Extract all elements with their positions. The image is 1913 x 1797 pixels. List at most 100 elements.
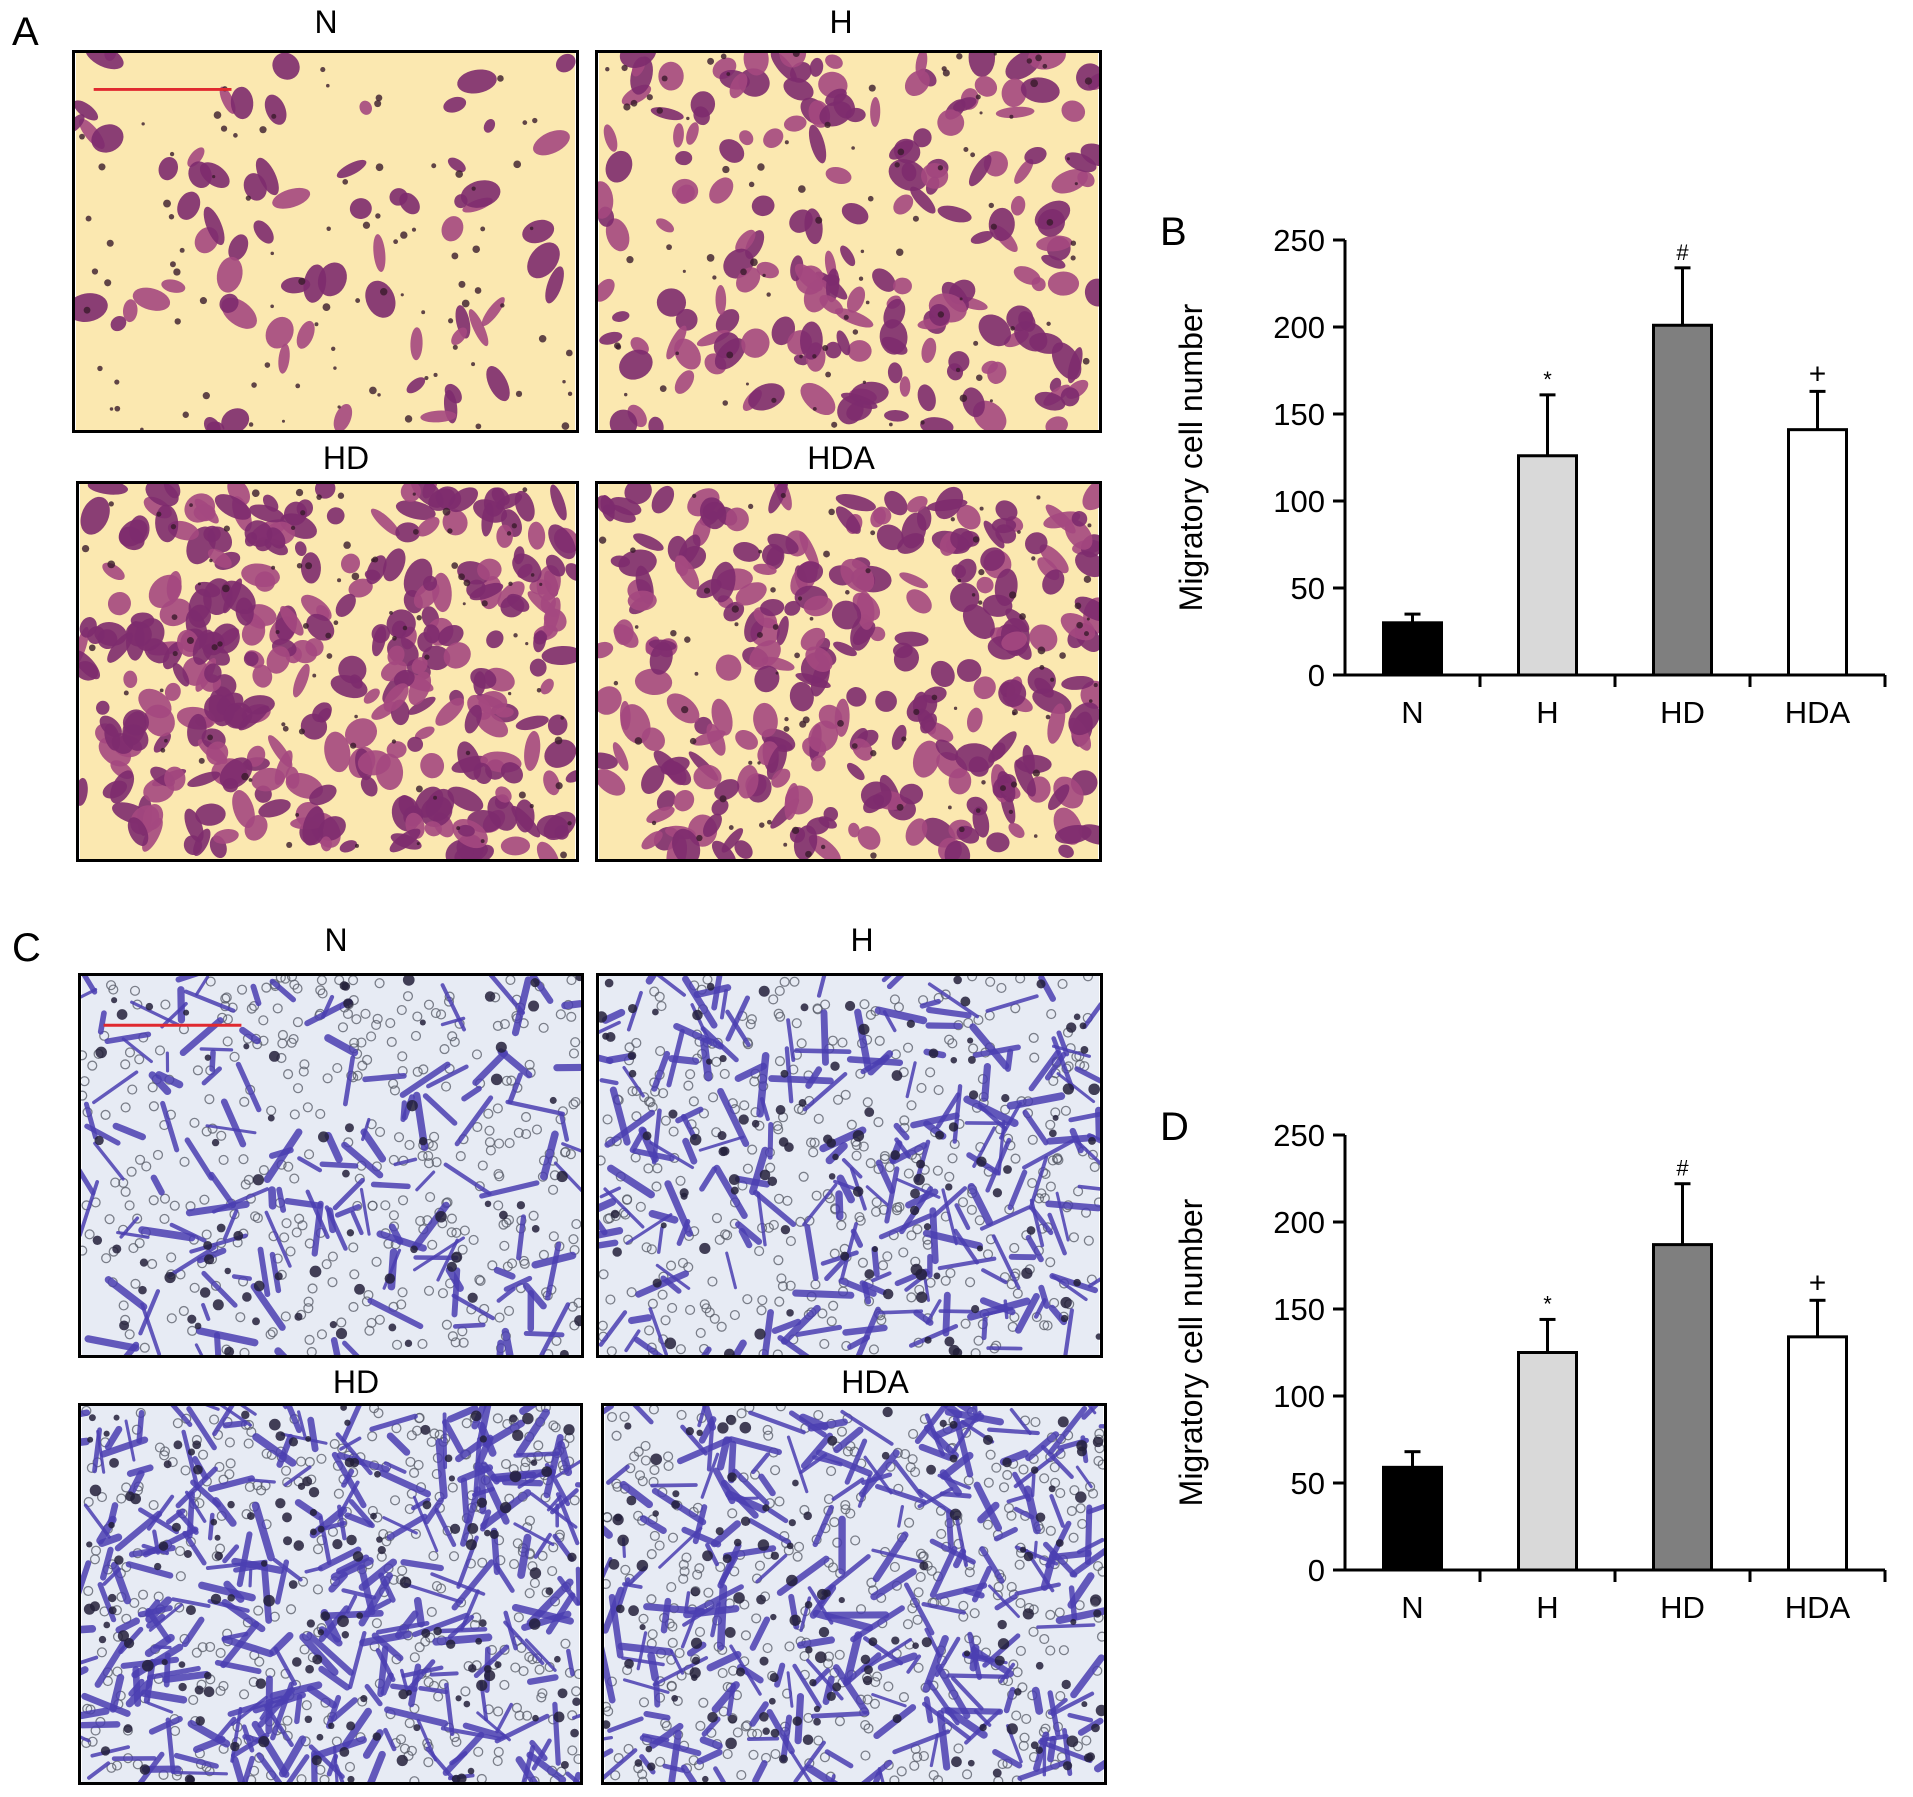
cell-nucleus bbox=[725, 1414, 736, 1425]
membrane-pore bbox=[937, 311, 945, 318]
stained-cell bbox=[897, 1504, 905, 1528]
membrane-pore bbox=[851, 1150, 862, 1161]
membrane-pore bbox=[312, 1584, 324, 1595]
cell-nucleus bbox=[1023, 1551, 1034, 1562]
cell-nucleus bbox=[341, 982, 351, 991]
stained-cell bbox=[547, 714, 568, 736]
membrane-pore bbox=[969, 1608, 980, 1619]
cell-nucleus bbox=[292, 1657, 302, 1667]
membrane-pore bbox=[334, 976, 345, 986]
stained-cell bbox=[735, 582, 767, 606]
stained-cell bbox=[122, 299, 138, 323]
cell-nucleus bbox=[762, 1504, 770, 1512]
stained-cell bbox=[951, 564, 966, 579]
stained-cell bbox=[1069, 1547, 1104, 1578]
membrane-pore bbox=[634, 625, 639, 629]
stained-cell bbox=[132, 287, 171, 311]
stained-cell bbox=[545, 1241, 562, 1301]
stained-cell bbox=[748, 383, 785, 411]
cell-nucleus bbox=[512, 1429, 524, 1442]
membrane-pore bbox=[971, 593, 976, 597]
cell-nucleus bbox=[1055, 1539, 1064, 1547]
stained-cell bbox=[803, 595, 833, 617]
stained-cell bbox=[426, 1064, 469, 1089]
membrane-pore bbox=[892, 1202, 903, 1213]
membrane-pore bbox=[661, 1720, 672, 1732]
cell-nucleus bbox=[1049, 1129, 1057, 1138]
cell-nucleus bbox=[612, 1247, 622, 1257]
stained-cell bbox=[713, 1766, 727, 1782]
membrane-pore bbox=[343, 541, 351, 549]
membrane-pore bbox=[197, 1642, 208, 1653]
cell-nucleus bbox=[967, 1037, 974, 1044]
membrane-pore bbox=[712, 275, 717, 280]
stained-cell bbox=[460, 1477, 470, 1524]
cell-nucleus bbox=[116, 1009, 128, 1020]
membrane-pore bbox=[1046, 219, 1054, 226]
membrane-pore bbox=[889, 994, 901, 1005]
stained-cell bbox=[789, 209, 813, 233]
membrane-pore bbox=[182, 411, 189, 418]
stained-cell bbox=[321, 1609, 384, 1620]
stained-cell bbox=[148, 1071, 172, 1096]
membrane-pore bbox=[681, 1552, 692, 1563]
cell-nucleus bbox=[652, 1278, 662, 1288]
membrane-pore bbox=[233, 133, 238, 138]
stained-cell bbox=[963, 1095, 1019, 1128]
membrane-pore bbox=[521, 1129, 532, 1140]
membrane-pore bbox=[775, 1011, 786, 1022]
membrane-pore bbox=[555, 782, 563, 790]
significance-marker: * bbox=[1543, 367, 1552, 392]
cell-nucleus bbox=[252, 1317, 260, 1326]
membrane-pore bbox=[641, 1242, 652, 1253]
stained-cell bbox=[693, 764, 722, 790]
membrane-pore bbox=[250, 1211, 261, 1222]
stained-cell bbox=[248, 1568, 253, 1588]
membrane-pore bbox=[757, 1295, 768, 1306]
stained-cell bbox=[297, 1156, 323, 1173]
membrane-pore bbox=[745, 1019, 756, 1030]
membrane-pore bbox=[389, 1085, 401, 1096]
stained-cell bbox=[557, 1440, 573, 1477]
stained-cell bbox=[653, 1680, 661, 1708]
membrane-pore bbox=[604, 1578, 611, 1590]
membrane-pore bbox=[472, 1121, 483, 1133]
membrane-pore bbox=[224, 1469, 235, 1480]
stained-cell bbox=[526, 1751, 567, 1782]
membrane-pore bbox=[406, 1745, 417, 1756]
stained-cell bbox=[445, 1266, 464, 1292]
stained-cell bbox=[252, 1433, 297, 1467]
cell-nucleus bbox=[199, 1287, 211, 1298]
stained-cell bbox=[389, 828, 421, 853]
cell-nucleus bbox=[253, 1280, 265, 1292]
cell-nucleus bbox=[522, 1412, 534, 1425]
stained-cell bbox=[668, 1730, 682, 1782]
membrane-pore bbox=[154, 1045, 166, 1056]
membrane-pore bbox=[1027, 1134, 1038, 1145]
membrane-pore bbox=[524, 1059, 535, 1070]
cell-nucleus bbox=[1061, 1679, 1071, 1690]
membrane-pore bbox=[97, 365, 103, 372]
membrane-pore bbox=[213, 111, 222, 119]
membrane-pore bbox=[640, 1455, 651, 1466]
stained-cell bbox=[249, 504, 285, 523]
stained-cell bbox=[559, 1112, 570, 1142]
cell-nucleus bbox=[924, 1336, 932, 1344]
stained-cell bbox=[819, 294, 844, 315]
membrane-pore bbox=[393, 239, 399, 245]
stained-cell bbox=[692, 730, 726, 746]
stained-cell bbox=[169, 1222, 207, 1243]
stained-cell bbox=[308, 1744, 345, 1779]
stained-cell bbox=[235, 1061, 262, 1113]
membrane-pore bbox=[168, 214, 175, 220]
stained-cell bbox=[1045, 1200, 1100, 1212]
stained-cell bbox=[923, 1277, 931, 1302]
bar-chart-d: D 0 50 100 150 200 250 Migratory cell number N H *… bbox=[1140, 1100, 1913, 1640]
cell-nucleus bbox=[863, 1665, 873, 1675]
stained-cell bbox=[515, 715, 549, 731]
stained-cell bbox=[763, 128, 784, 149]
stained-cell bbox=[184, 808, 204, 843]
membrane-pore bbox=[395, 1734, 407, 1745]
stained-cell bbox=[799, 1453, 828, 1475]
cell-nucleus bbox=[529, 1567, 542, 1579]
